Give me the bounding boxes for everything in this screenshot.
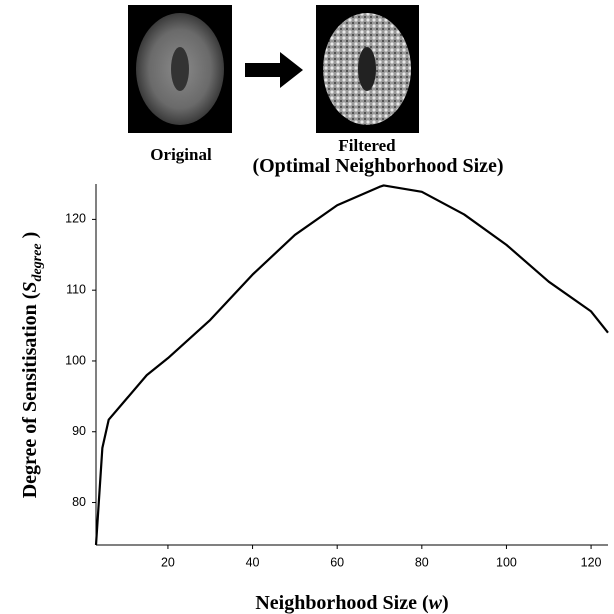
y-label-symbol: S: [19, 281, 41, 292]
x-tick-label: 120: [581, 555, 602, 569]
y-tick-label: 90: [72, 424, 86, 438]
x-label-symbol: w: [429, 592, 443, 614]
image-label: Original: [150, 145, 212, 164]
x-tick-label: 20: [161, 555, 175, 569]
image-sublabel: (Optimal Neighborhood Size): [252, 155, 503, 177]
x-tick-label: 60: [330, 555, 344, 569]
figure: Original Filtered (Optimal Neighborhood …: [0, 0, 614, 614]
x-tick-label: 100: [496, 555, 517, 569]
x-tick-label: 40: [246, 555, 260, 569]
y-tick-label: 110: [66, 282, 86, 296]
y-tick-label: 80: [72, 495, 86, 509]
original-image: [128, 5, 232, 133]
image-label: Filtered: [338, 136, 396, 155]
y-label-subscript: degree: [30, 243, 45, 281]
filtered-image: [316, 5, 419, 133]
x-label-text: Neighborhood Size (: [255, 592, 429, 614]
y-tick-label: 100: [65, 353, 86, 367]
x-axis-label: Neighborhood Size (w): [255, 592, 448, 614]
x-label-text: ): [442, 592, 449, 614]
y-axis-label: Degree of Sensitisation (Sdegree ): [19, 232, 45, 499]
y-label-text: ): [19, 232, 41, 244]
data-line: [96, 185, 608, 545]
y-label-text: Degree of Sensitisation (: [19, 292, 41, 498]
arrow: [245, 52, 303, 88]
y-tick-label: 120: [65, 212, 86, 226]
x-tick-label: 80: [415, 555, 429, 569]
